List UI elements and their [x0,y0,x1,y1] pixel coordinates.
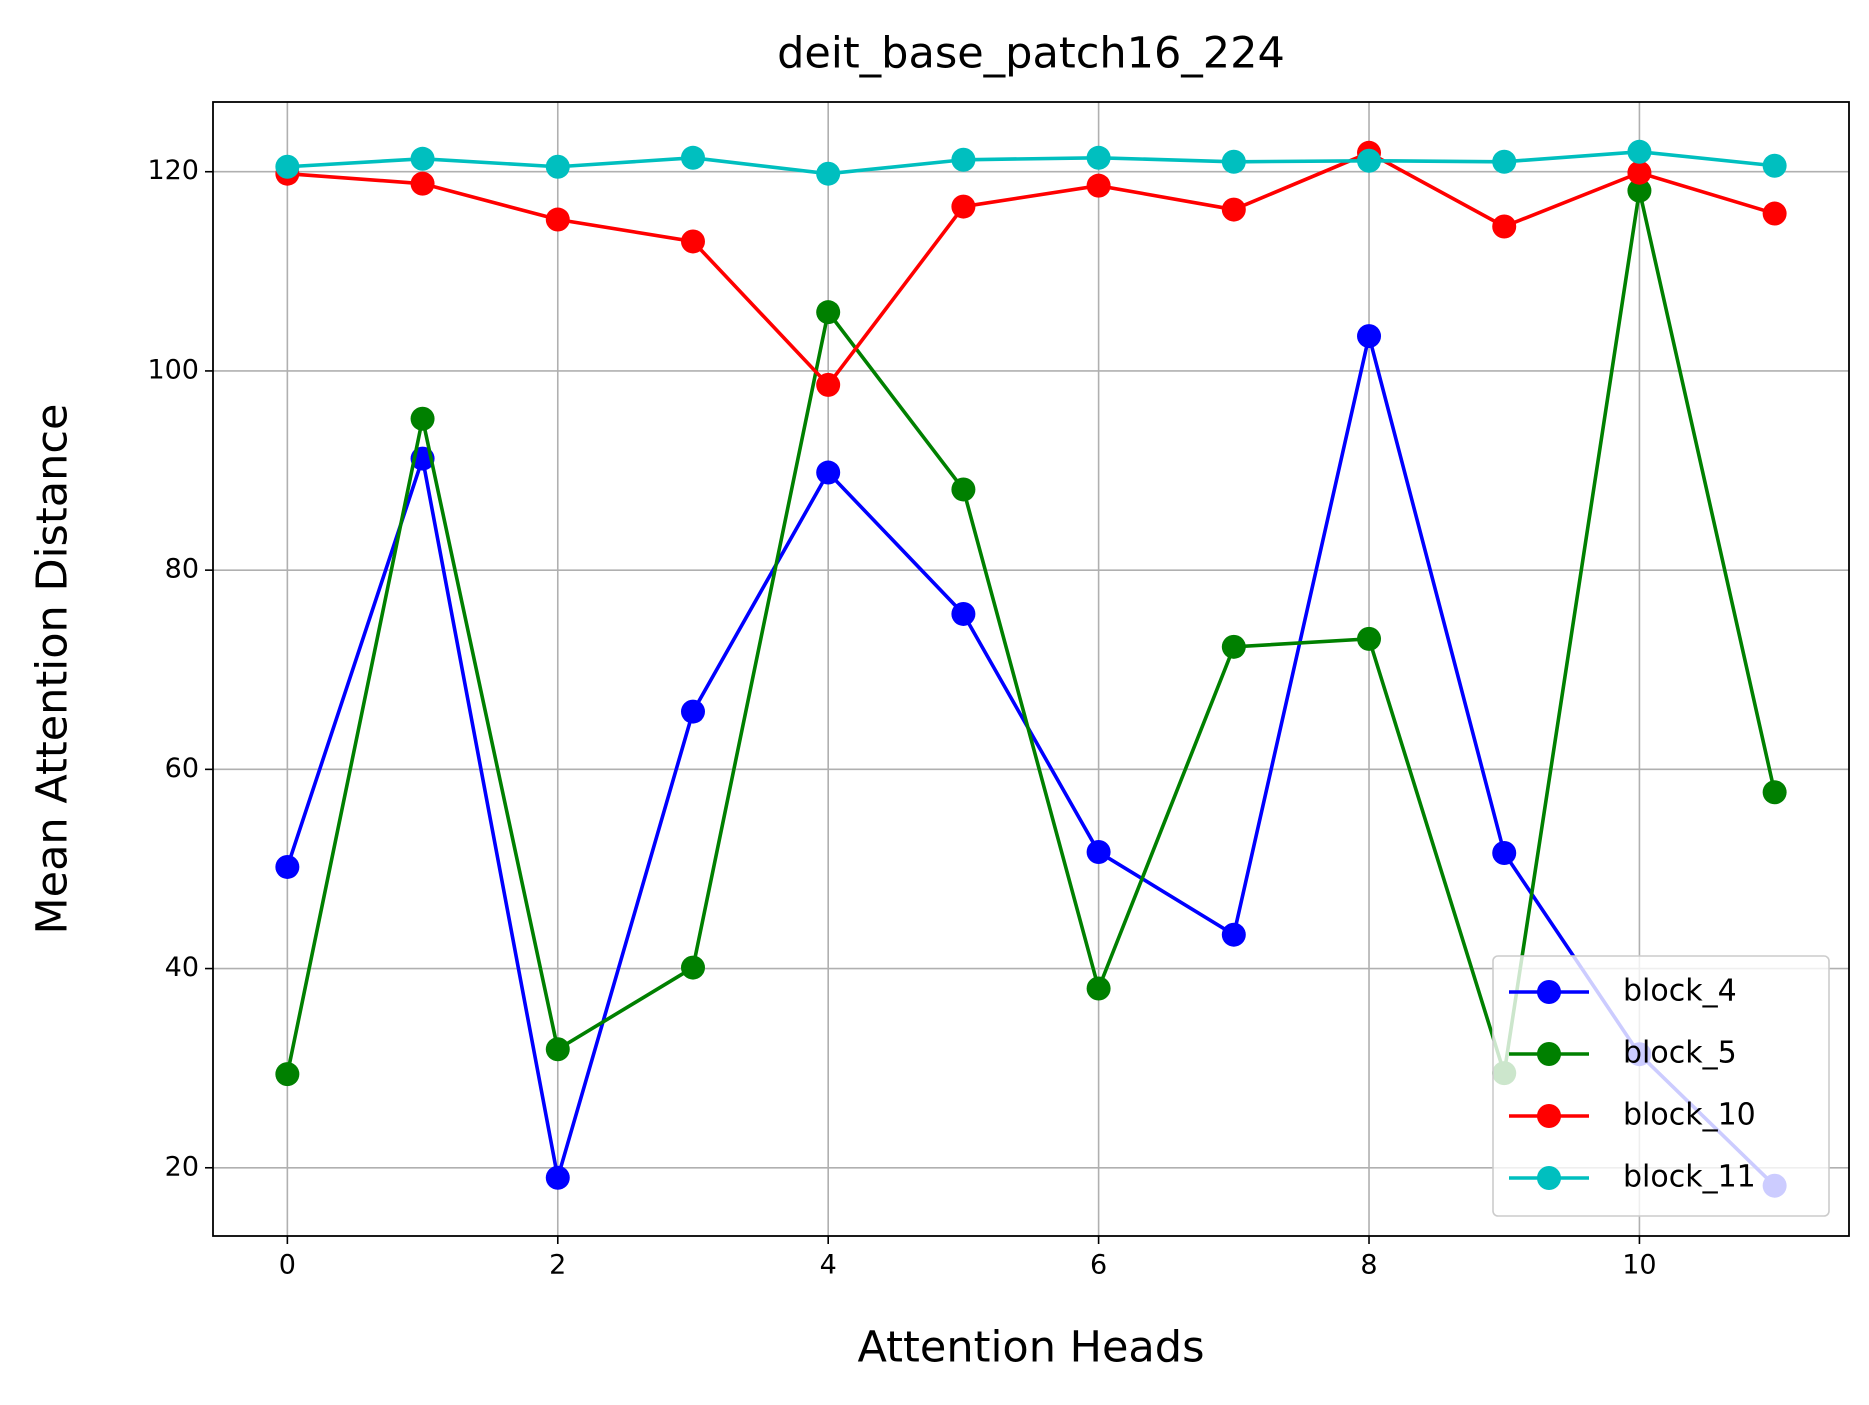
marker [1762,201,1787,226]
marker [410,146,435,171]
x-tick-label: 10 [1622,1250,1656,1281]
marker [680,699,705,724]
marker [816,460,841,485]
marker [951,477,976,502]
x-tick-label: 8 [1360,1250,1377,1281]
x-axis-label: Attention Heads [858,1323,1205,1373]
y-tick-label: 120 [147,155,199,186]
marker [1762,153,1787,178]
marker [545,1165,570,1190]
marker [951,601,976,626]
marker [545,154,570,179]
x-tick-label: 2 [549,1250,566,1281]
legend-marker [1537,1104,1561,1128]
marker [1357,324,1382,349]
line [287,149,1775,176]
y-tick-label: 80 [165,554,199,585]
marker [1492,149,1517,174]
marker [1221,922,1246,947]
marker [1086,840,1111,865]
legend-label: block_10 [1623,1098,1756,1133]
marker [1357,626,1382,651]
marker [545,1037,570,1062]
marker [1627,139,1652,164]
marker [1357,148,1382,173]
y-tick-label: 40 [165,952,199,983]
marker [1086,976,1111,1001]
legend-marker [1537,980,1561,1004]
marker [1221,634,1246,659]
marker [1762,780,1787,805]
marker [951,194,976,219]
marker [1221,197,1246,222]
marker [545,207,570,232]
marker [1086,145,1111,170]
x-tick-label: 0 [279,1250,296,1281]
legend-label: block_5 [1623,1036,1737,1071]
y-tick-label: 100 [147,354,199,385]
line [287,150,1776,388]
marker [275,1062,300,1087]
marker [410,406,435,431]
marker [1492,841,1517,866]
x-tick-label: 4 [820,1250,837,1281]
marker [816,372,841,397]
y-axis-label: Mean Attention Distance [28,404,78,935]
marker [816,161,841,186]
marker [1086,173,1111,198]
legend-label: block_11 [1623,1160,1756,1195]
marker [275,854,300,879]
legend-label: block_4 [1623,974,1737,1009]
line [285,190,1777,1075]
marker [1492,214,1517,239]
x-tick-label: 6 [1090,1250,1107,1281]
y-tick-label: 60 [165,753,199,784]
plot-frame [212,101,1850,1237]
y-tick-label: 20 [165,1151,199,1182]
marker [1627,178,1652,203]
marker [680,955,705,980]
marker [951,147,976,172]
legend-marker [1537,1042,1561,1066]
marker [816,300,841,325]
marker [410,171,435,196]
marker [680,145,705,170]
marker [680,229,705,254]
legend-box [1492,955,1830,1217]
marker [275,154,300,179]
legend-marker [1537,1166,1561,1190]
marker [1627,160,1652,185]
marker [1221,149,1246,174]
chart-title: deit_base_patch16_224 [777,29,1285,79]
